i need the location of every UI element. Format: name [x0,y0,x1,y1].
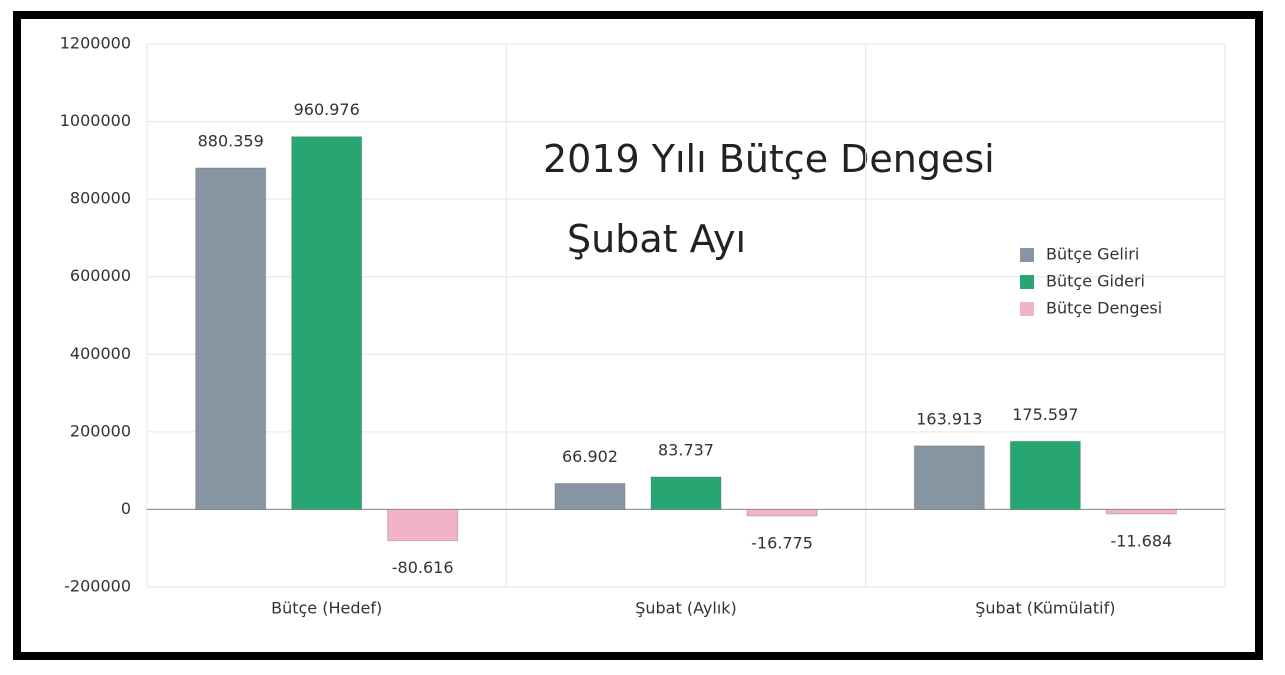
bar [291,136,363,510]
chart-title: 2019 Yılı Bütçe Dengesi [543,137,995,181]
bar [195,167,267,510]
bar [1009,440,1081,510]
data-label: -11.684 [1110,531,1172,550]
x-tick-label: Şubat (Kümülatif) [975,599,1115,618]
legend-swatch [1020,248,1034,262]
y-tick-label: 600000 [70,266,131,285]
data-label: 83.737 [658,440,714,459]
y-tick-label: 1200000 [60,34,131,53]
y-tick-label: 200000 [70,421,131,440]
data-label: 880.359 [198,131,264,150]
y-tick-label: 0 [121,499,131,518]
bar [746,508,818,517]
bar [554,482,626,510]
data-label: 960.976 [294,100,360,119]
y-tick-label: 800000 [70,189,131,208]
bar [650,476,722,510]
bar [387,508,459,542]
legend-label: Bütçe Dengesi [1046,299,1162,318]
data-label: 163.913 [916,409,982,428]
data-label: -16.775 [751,533,813,552]
x-tick-label: Bütçe (Hedef) [271,599,382,618]
legend-label: Bütçe Geliri [1046,245,1139,264]
legend-swatch [1020,302,1034,316]
y-tick-label: 1000000 [60,111,131,130]
y-tick-label: 400000 [70,344,131,363]
x-tick-label: Şubat (Aylık) [635,599,737,618]
y-tick-label: -200000 [64,577,131,596]
legend-swatch [1020,275,1034,289]
bar [913,445,985,510]
data-label: 66.902 [562,447,618,466]
legend-label: Bütçe Gideri [1046,272,1145,291]
bar [1105,508,1177,515]
data-label: 175.597 [1012,405,1078,424]
chart-subtitle: Şubat Ayı [567,217,746,261]
data-label: -80.616 [392,558,454,577]
